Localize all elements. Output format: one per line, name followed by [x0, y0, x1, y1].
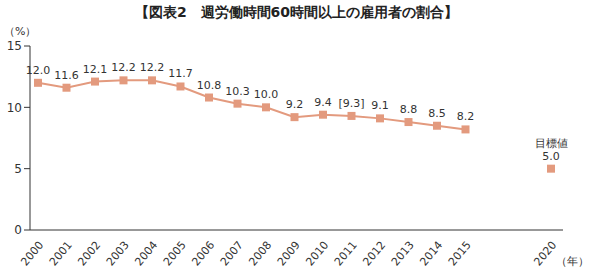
svg-text:2009: 2009 — [275, 239, 303, 269]
svg-text:2012: 2012 — [360, 239, 388, 269]
svg-text:2002: 2002 — [75, 239, 103, 269]
svg-text:2008: 2008 — [246, 239, 274, 269]
svg-text:2020: 2020 — [531, 239, 559, 269]
svg-text:2000: 2000 — [18, 239, 46, 269]
svg-text:2001: 2001 — [47, 239, 75, 269]
svg-text:[9.3]: [9.3] — [338, 97, 364, 110]
html-text:（年）: （年） — [556, 255, 589, 268]
svg-text:12.1: 12.1 — [83, 63, 108, 76]
svg-text:11.7: 11.7 — [168, 67, 193, 80]
svg-text:9.4: 9.4 — [314, 96, 332, 109]
svg-text:8.8: 8.8 — [400, 103, 418, 116]
svg-text:2004: 2004 — [132, 239, 160, 269]
svg-text:2015: 2015 — [446, 239, 474, 269]
svg-text:10.8: 10.8 — [197, 79, 222, 92]
svg-text:11.6: 11.6 — [54, 69, 79, 82]
svg-text:9.1: 9.1 — [371, 99, 389, 112]
html-text:【図表2 週労働時間60時間以上の雇用者の割合】: 【図表2 週労働時間60時間以上の雇用者の割合】 — [134, 4, 459, 20]
svg-text:2006: 2006 — [189, 239, 217, 269]
svg-text:2011: 2011 — [332, 239, 360, 269]
svg-text:5: 5 — [14, 162, 22, 176]
svg-text:9.2: 9.2 — [286, 98, 304, 111]
svg-text:目標値: 目標値 — [535, 137, 568, 150]
svg-text:15: 15 — [8, 39, 22, 53]
svg-text:2013: 2013 — [389, 239, 417, 269]
svg-text:12.0: 12.0 — [26, 64, 51, 77]
svg-text:0: 0 — [14, 223, 22, 237]
svg-text:2010: 2010 — [303, 239, 331, 269]
svg-text:2014: 2014 — [417, 239, 445, 269]
svg-text:2005: 2005 — [161, 239, 189, 269]
svg-text:10: 10 — [8, 101, 22, 115]
svg-text:8.2: 8.2 — [457, 110, 475, 123]
svg-text:2007: 2007 — [218, 239, 246, 269]
svg-text:8.5: 8.5 — [428, 107, 446, 120]
svg-text:10.0: 10.0 — [254, 88, 279, 101]
svg-text:10.3: 10.3 — [225, 85, 250, 98]
svg-text:12.2: 12.2 — [140, 61, 165, 74]
svg-text:2003: 2003 — [104, 239, 132, 269]
svg-text:5.0: 5.0 — [542, 150, 560, 163]
svg-text:12.2: 12.2 — [111, 61, 136, 74]
